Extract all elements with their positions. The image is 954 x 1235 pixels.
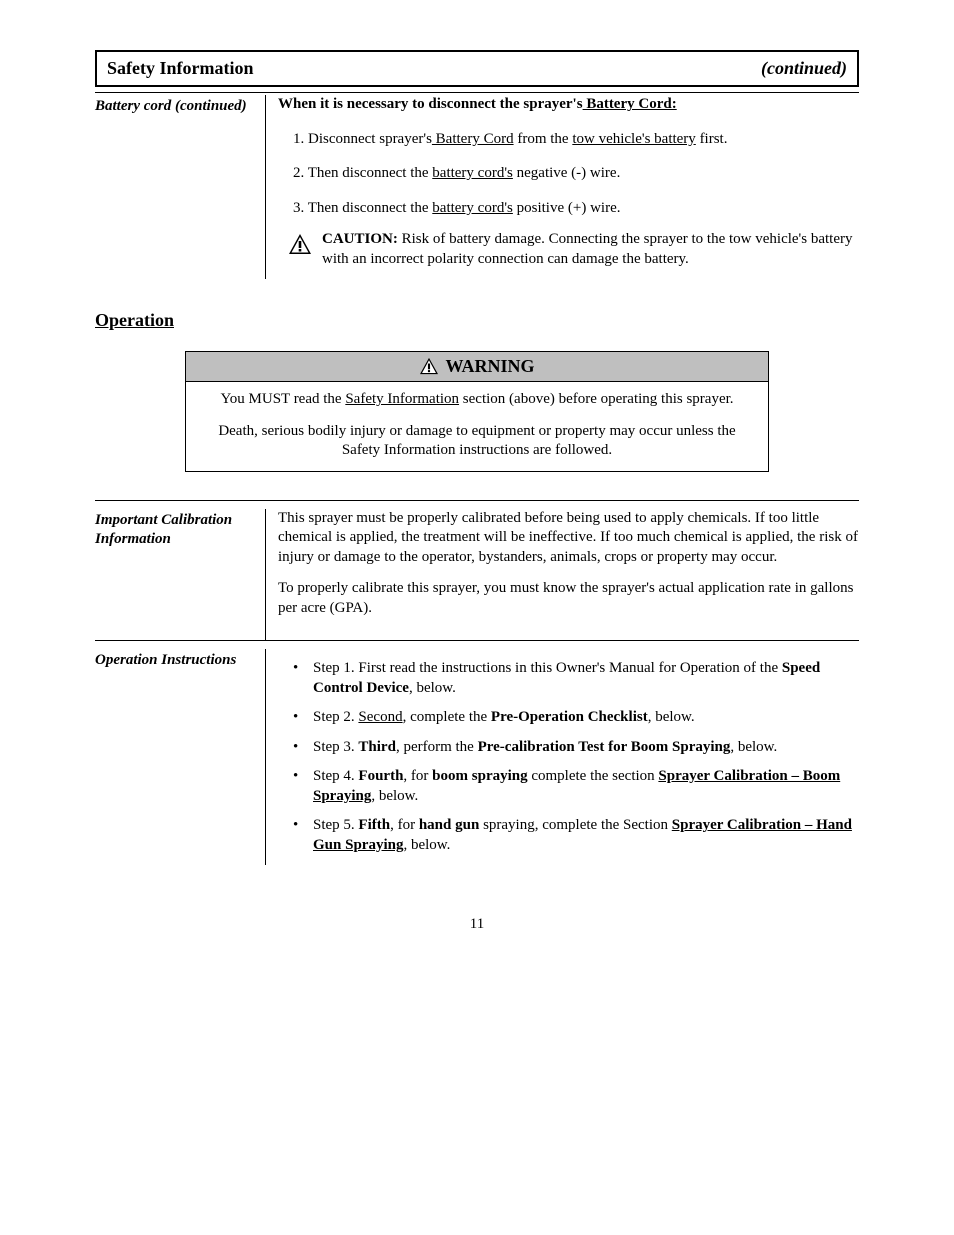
op2-e: , below. <box>648 709 695 725</box>
op3-d: Pre-calibration Test for Boom Spraying <box>478 739 731 755</box>
step1-prefix: 1. Disconnect sprayer's <box>293 131 432 147</box>
operation-heading: Operation <box>95 309 859 332</box>
vertical-rule-2 <box>265 509 266 641</box>
step2-suffix: negative (-) wire. <box>513 165 620 181</box>
calibration-para1: This sprayer must be properly calibrated… <box>278 509 859 568</box>
op2-c: , complete the <box>403 709 491 725</box>
section-header-box: Safety Information (continued) <box>95 50 859 87</box>
battery-intro-prefix: When it is necessary to disconnect the s… <box>278 96 583 112</box>
op-instructions-right: • Step 1. First read the instructions in… <box>278 649 859 865</box>
page-number: 11 <box>95 915 859 935</box>
step3-u: battery cord's <box>432 200 513 216</box>
bullet-dot-2: • <box>293 708 313 728</box>
op5-c: , for <box>390 817 419 833</box>
caution-row: CAUTION: Risk of battery damage. Connect… <box>288 230 859 269</box>
op3-e: , below. <box>730 739 777 755</box>
warning-head: WARNING <box>186 352 768 382</box>
battery-step-3: 3. Then disconnect the battery cord's po… <box>293 199 859 219</box>
op4-a: Step 4. <box>313 768 358 784</box>
vertical-rule-3 <box>265 649 266 865</box>
battery-cord-label: Battery cord (continued) <box>95 97 255 117</box>
op1-suffix: , below. <box>409 680 456 696</box>
battery-intro-underline: Battery Cord: <box>583 96 677 112</box>
warning-body: You MUST read the Safety Information sec… <box>186 382 768 471</box>
step2-u: battery cord's <box>432 165 513 181</box>
op-step-5: • Step 5. Fifth, for hand gun spraying, … <box>293 816 859 855</box>
op4-d: boom spraying <box>432 768 527 784</box>
op4-c: , for <box>403 768 432 784</box>
caution-lead: CAUTION: <box>322 231 398 247</box>
caution-text: CAUTION: Risk of battery damage. Connect… <box>322 230 859 269</box>
bullet-dot-1: • <box>293 659 313 698</box>
battery-step-2: 2. Then disconnect the battery cord's ne… <box>293 164 859 184</box>
op-step-4: • Step 4. Fourth, for boom spraying comp… <box>293 767 859 806</box>
calibration-row: Important Calibration Information This s… <box>95 501 859 641</box>
op4-e: complete the section <box>528 768 659 784</box>
step2-prefix: 2. Then disconnect the <box>293 165 432 181</box>
calibration-label: Important Calibration Information <box>95 511 255 550</box>
bullet-dot-3: • <box>293 738 313 758</box>
battery-intro: When it is necessary to disconnect the s… <box>278 95 859 115</box>
section-continued: (continued) <box>761 57 847 80</box>
step3-suffix: positive (+) wire. <box>513 200 621 216</box>
warn-l1-u: Safety Information <box>345 391 459 407</box>
op5-b: Fifth <box>358 817 390 833</box>
op3-b: Third <box>358 739 396 755</box>
op2-d: Pre-Operation Checklist <box>491 709 648 725</box>
bullet-dot-4: • <box>293 767 313 806</box>
step3-prefix: 3. Then disconnect the <box>293 200 432 216</box>
op-step-2: • Step 2. Second, complete the Pre-Opera… <box>293 708 859 728</box>
warning-icon <box>419 357 439 375</box>
caution-icon <box>288 233 312 255</box>
calibration-left: Important Calibration Information <box>95 509 265 641</box>
calibration-right: This sprayer must be properly calibrated… <box>278 509 859 641</box>
section-title: Safety Information <box>107 57 254 80</box>
op4-g: , below. <box>371 788 418 804</box>
battery-steps: 1. Disconnect sprayer's Battery Cord fro… <box>293 130 859 219</box>
bullet-dot-5: • <box>293 816 313 855</box>
op-step-3: • Step 3. Third, perform the Pre-calibra… <box>293 738 859 758</box>
step1-cont: from the <box>514 131 573 147</box>
warning-line2: Death, serious bodily injury or damage t… <box>198 422 756 461</box>
battery-cord-right: When it is necessary to disconnect the s… <box>278 95 859 279</box>
op2-b: Second <box>358 709 402 725</box>
battery-cord-left: Battery cord (continued) <box>95 95 265 279</box>
section-header-inner: Safety Information (continued) <box>107 57 847 80</box>
op5-g: , below. <box>403 837 450 853</box>
op3-c: , perform the <box>396 739 478 755</box>
op3-a: Step 3. <box>313 739 358 755</box>
warning-box: WARNING You MUST read the Safety Informa… <box>185 351 769 472</box>
calibration-subsection: Important Calibration Information This s… <box>95 501 859 642</box>
caution-body: Risk of battery damage. Connecting the s… <box>322 231 853 267</box>
battery-step-1: 1. Disconnect sprayer's Battery Cord fro… <box>293 130 859 150</box>
step1-battery: tow vehicle's battery <box>572 131 696 147</box>
op-instructions-left: Operation Instructions <box>95 649 265 865</box>
battery-cord-row: Battery cord (continued) When it is nece… <box>95 95 859 279</box>
op2-a: Step 2. <box>313 709 358 725</box>
op4-b: Fourth <box>358 768 403 784</box>
op5-e: spraying, complete the Section <box>479 817 671 833</box>
op1-prefix: Step 1. First read the instructions in t… <box>313 660 782 676</box>
warning-line1: You MUST read the Safety Information sec… <box>198 390 756 410</box>
top-divider <box>95 92 859 93</box>
vertical-rule <box>265 95 266 279</box>
warn-l1-prefix: You MUST read the <box>220 391 345 407</box>
warn-l1-suffix: section (above) before operating this sp… <box>459 391 733 407</box>
op5-a: Step 5. <box>313 817 358 833</box>
step1-u1: Battery Cord <box>432 131 514 147</box>
op-instructions-row: Operation Instructions • Step 1. First r… <box>95 641 859 865</box>
op-instructions-label: Operation Instructions <box>95 651 255 671</box>
op-step-1: • Step 1. First read the instructions in… <box>293 659 859 698</box>
op5-d: hand gun <box>419 817 479 833</box>
calibration-para2: To properly calibrate this sprayer, you … <box>278 579 859 618</box>
warning-head-text: WARNING <box>445 355 534 378</box>
step1-suffix: first. <box>696 131 728 147</box>
